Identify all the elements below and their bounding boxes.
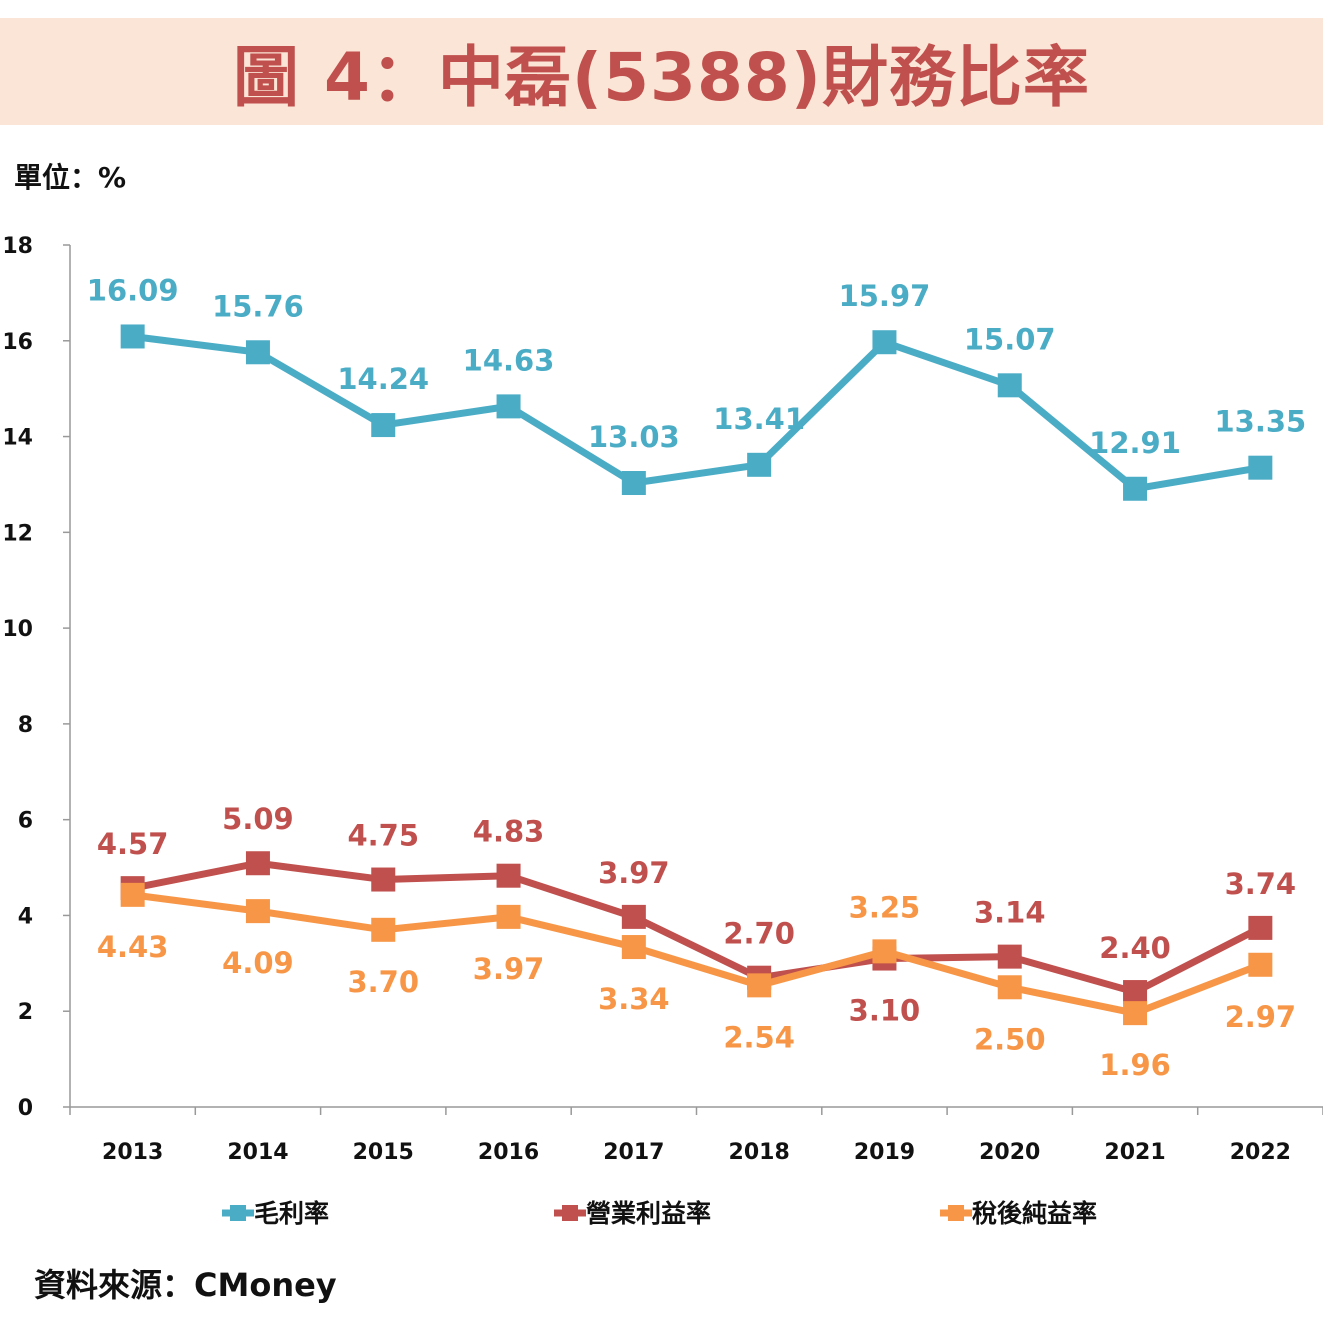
- data-point: [245, 899, 270, 924]
- x-tick-label: 2014: [227, 1140, 288, 1165]
- legend-label: 營業利益率: [586, 1199, 711, 1228]
- data-label: 4.09: [222, 946, 294, 980]
- legend-label: 毛利率: [254, 1199, 329, 1228]
- y-tick-label: 18: [2, 234, 33, 259]
- y-tick-label: 2: [18, 1000, 33, 1025]
- data-label: 4.57: [97, 827, 169, 861]
- data-label: 3.97: [598, 856, 670, 890]
- data-label: 3.25: [849, 890, 921, 924]
- series-line-1: [131, 859, 1262, 996]
- data-point: [371, 917, 396, 942]
- data-label: 2.50: [974, 1022, 1046, 1056]
- data-label: 4.43: [97, 930, 169, 964]
- title-banner: 圖 4：中磊(5388)財務比率: [0, 18, 1323, 125]
- data-label: 3.97: [473, 952, 545, 986]
- data-label: 3.74: [1225, 867, 1297, 901]
- series-line-0: [132, 332, 1261, 493]
- y-tick-label: 0: [18, 1096, 33, 1121]
- x-tick-label: 2020: [979, 1140, 1040, 1165]
- data-point: [1248, 915, 1273, 940]
- data-label: 15.07: [964, 322, 1056, 356]
- y-tick-label: 8: [18, 713, 33, 738]
- x-tick-label: 2015: [353, 1140, 414, 1165]
- y-tick-label: 4: [18, 904, 33, 929]
- data-label: 4.83: [473, 815, 545, 849]
- data-label: 12.91: [1089, 426, 1181, 460]
- data-label: 1.96: [1099, 1048, 1171, 1082]
- data-label: 15.97: [839, 279, 931, 313]
- x-tick-label: 2021: [1104, 1140, 1165, 1165]
- data-label: 5.09: [222, 802, 294, 836]
- data-label: 14.63: [463, 343, 555, 377]
- data-point: [621, 935, 646, 960]
- data-point: [747, 973, 772, 998]
- x-tick-label: 2019: [854, 1140, 915, 1165]
- data-label: 2.97: [1225, 1000, 1297, 1034]
- data-label: 2.40: [1099, 931, 1171, 965]
- data-point: [747, 452, 772, 477]
- x-tick-label: 2016: [478, 1140, 539, 1165]
- series-line-2: [132, 891, 1262, 1017]
- data-point: [997, 373, 1022, 398]
- y-tick-label: 10: [2, 617, 33, 642]
- data-point: [997, 944, 1022, 969]
- data-point: [245, 851, 270, 876]
- data-label: 16.09: [87, 273, 179, 307]
- data-point: [1123, 1001, 1148, 1026]
- data-label: 13.35: [1214, 405, 1306, 439]
- data-point: [496, 904, 521, 929]
- data-label: 13.41: [713, 402, 805, 436]
- x-tick-label: 2018: [729, 1140, 790, 1165]
- y-tick-label: 14: [2, 426, 33, 451]
- x-tick-label: 2017: [603, 1140, 664, 1165]
- data-label: 3.70: [347, 965, 419, 999]
- data-point: [245, 340, 270, 365]
- legend-marker: [230, 1205, 246, 1221]
- data-label: 13.03: [588, 420, 680, 454]
- data-point: [1123, 980, 1148, 1005]
- legend-marker: [948, 1205, 964, 1221]
- data-point: [621, 904, 646, 929]
- chart-title: 圖 4：中磊(5388)財務比率: [233, 38, 1090, 116]
- data-label: 14.24: [337, 362, 429, 396]
- data-point: [1248, 952, 1273, 977]
- data-point: [621, 471, 646, 496]
- data-label: 2.54: [723, 1020, 795, 1054]
- data-point: [997, 975, 1022, 1000]
- y-tick-label: 6: [18, 809, 33, 834]
- source-note: 資料來源：CMoney: [34, 1266, 337, 1304]
- data-point: [120, 882, 145, 907]
- data-label: 3.34: [598, 982, 670, 1016]
- data-point: [120, 324, 145, 349]
- legend-marker: [562, 1205, 578, 1221]
- data-point: [1123, 476, 1148, 501]
- data-point: [1248, 455, 1273, 480]
- data-point: [872, 330, 897, 355]
- data-label: 3.14: [974, 896, 1046, 930]
- x-tick-label: 2013: [102, 1140, 163, 1165]
- data-point: [496, 394, 521, 419]
- data-point: [371, 867, 396, 892]
- x-tick-label: 2022: [1230, 1140, 1291, 1165]
- y-tick-label: 16: [2, 330, 33, 355]
- data-point: [496, 863, 521, 888]
- data-label: 15.76: [212, 289, 304, 323]
- data-label: 3.10: [849, 994, 921, 1028]
- data-point: [872, 939, 897, 964]
- legend-label: 稅後純益率: [972, 1199, 1097, 1228]
- data-label: 4.75: [347, 819, 419, 853]
- y-tick-label: 12: [2, 521, 33, 546]
- unit-label: 單位：%: [14, 161, 127, 194]
- data-point: [371, 413, 396, 438]
- data-label: 2.70: [723, 917, 795, 951]
